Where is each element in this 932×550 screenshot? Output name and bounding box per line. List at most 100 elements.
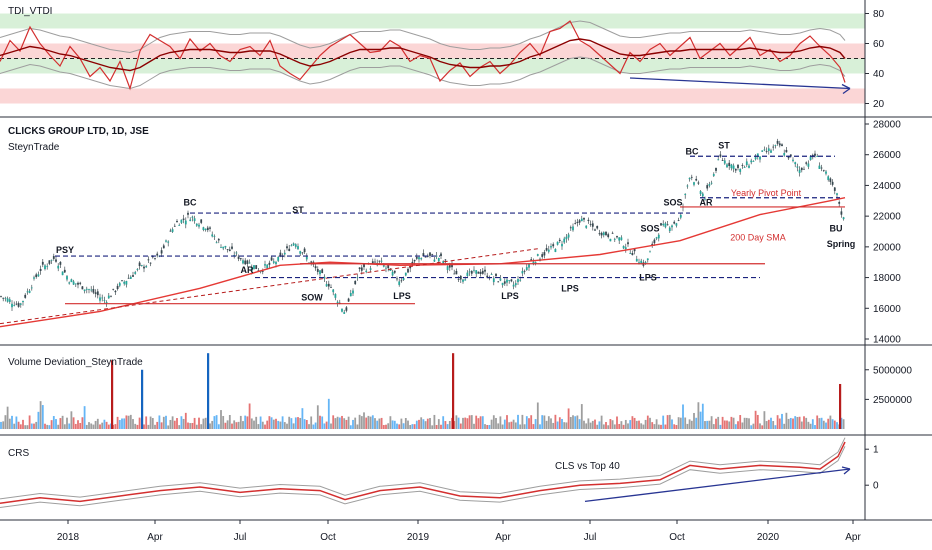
crs-trend-arrow: [584, 468, 851, 503]
volume-bar: [407, 420, 409, 429]
x-tick-label: Apr: [495, 532, 511, 543]
candle-body: [567, 234, 570, 238]
candle-body: [833, 187, 836, 191]
volume-bar: [321, 416, 324, 429]
volume-bar: [305, 419, 308, 429]
volume-bar: [600, 415, 603, 429]
crs-pane: CLS vs Top 40 1 0: [0, 437, 932, 521]
candle-body: [112, 288, 115, 290]
volume-bar: [162, 416, 165, 429]
y-tick-label: 0: [873, 481, 879, 492]
candle-body: [697, 182, 700, 184]
candle-body: [550, 246, 552, 248]
volume-bar: [253, 420, 255, 429]
volume-bar: [750, 425, 753, 429]
volume-bar: [609, 419, 612, 429]
candle-body: [101, 297, 104, 299]
volume-bar: [13, 423, 16, 429]
candle-body: [693, 182, 695, 185]
volume-bar: [358, 414, 361, 429]
candle-body: [224, 245, 227, 248]
candle-body: [301, 252, 304, 254]
volume-bar: [567, 408, 570, 429]
candle-body: [532, 261, 535, 265]
volume-bar: [622, 424, 625, 429]
candle-body: [162, 245, 165, 249]
volume-bar: [387, 423, 390, 429]
candle-body: [61, 271, 64, 276]
candle-body: [444, 259, 447, 261]
candle-body: [629, 253, 632, 254]
candle-body: [525, 267, 528, 270]
candle-body: [292, 243, 295, 246]
volume-bar: [330, 423, 332, 429]
volume-bar: [642, 424, 645, 429]
price-annotation: Yearly Pivot Point: [731, 188, 802, 198]
volume-bar: [303, 419, 306, 429]
volume-bar: [506, 415, 508, 429]
candle-body: [756, 153, 759, 157]
volume-bar: [246, 416, 249, 429]
x-tick-label: Jul: [234, 532, 247, 543]
candle-body: [369, 268, 372, 270]
volume-bar: [184, 412, 187, 429]
candle-body: [545, 248, 548, 251]
volume-bar: [24, 425, 27, 429]
candle-body: [380, 260, 383, 262]
volume-bar: [349, 425, 352, 429]
volume-bar: [580, 404, 583, 429]
volume-bar: [187, 422, 189, 429]
volume-bar: [543, 415, 546, 429]
volume-bar: [363, 412, 365, 429]
volume-bar: [503, 419, 506, 429]
y-tick-label: 16000: [873, 304, 901, 315]
candle-body: [191, 216, 194, 218]
volume-bar: [552, 422, 555, 429]
candle-body: [796, 166, 799, 168]
volume-bar: [165, 415, 167, 429]
candle-body: [715, 167, 717, 171]
volume-bar: [653, 424, 656, 429]
candle-body: [217, 238, 220, 241]
candle-body: [785, 149, 788, 153]
candle-body: [407, 268, 409, 273]
candle-body: [165, 240, 167, 242]
candle-body: [198, 224, 200, 227]
candle-body: [554, 248, 557, 252]
candle-body: [521, 271, 524, 274]
candle-body: [457, 278, 460, 280]
volume-bar: [677, 417, 680, 429]
candle-body: [13, 305, 16, 306]
volume-bar: [391, 420, 394, 429]
volume-bar: [437, 419, 440, 429]
candle-body: [275, 262, 277, 264]
candle-body: [547, 249, 550, 252]
price-annotation: ST: [292, 205, 304, 215]
candle-body: [2, 297, 5, 299]
candle-body: [598, 233, 601, 235]
volume-bar: [171, 416, 174, 429]
volume-bar: [228, 414, 231, 429]
candle-body: [675, 223, 678, 226]
volume-bar: [22, 419, 24, 429]
candle-body: [266, 264, 269, 269]
volume-bar: [323, 423, 326, 429]
candle-body: [481, 270, 484, 274]
volume-bar: [673, 424, 676, 429]
candle-body: [583, 217, 585, 220]
price-annotation: SOS: [663, 197, 682, 207]
volume-bar: [116, 416, 119, 429]
candle-body: [459, 275, 462, 280]
candle-body: [39, 268, 42, 271]
volume-bar: [341, 415, 343, 429]
candle-body: [154, 258, 156, 260]
candle-body: [99, 297, 101, 301]
candle-body: [220, 247, 222, 249]
volume-bar: [312, 424, 315, 429]
volume-bar: [840, 417, 843, 429]
candle-body: [763, 149, 766, 151]
volume-bar: [464, 417, 467, 429]
volume-bar: [644, 419, 647, 429]
candle-body: [30, 287, 33, 289]
candle-body: [657, 234, 660, 239]
